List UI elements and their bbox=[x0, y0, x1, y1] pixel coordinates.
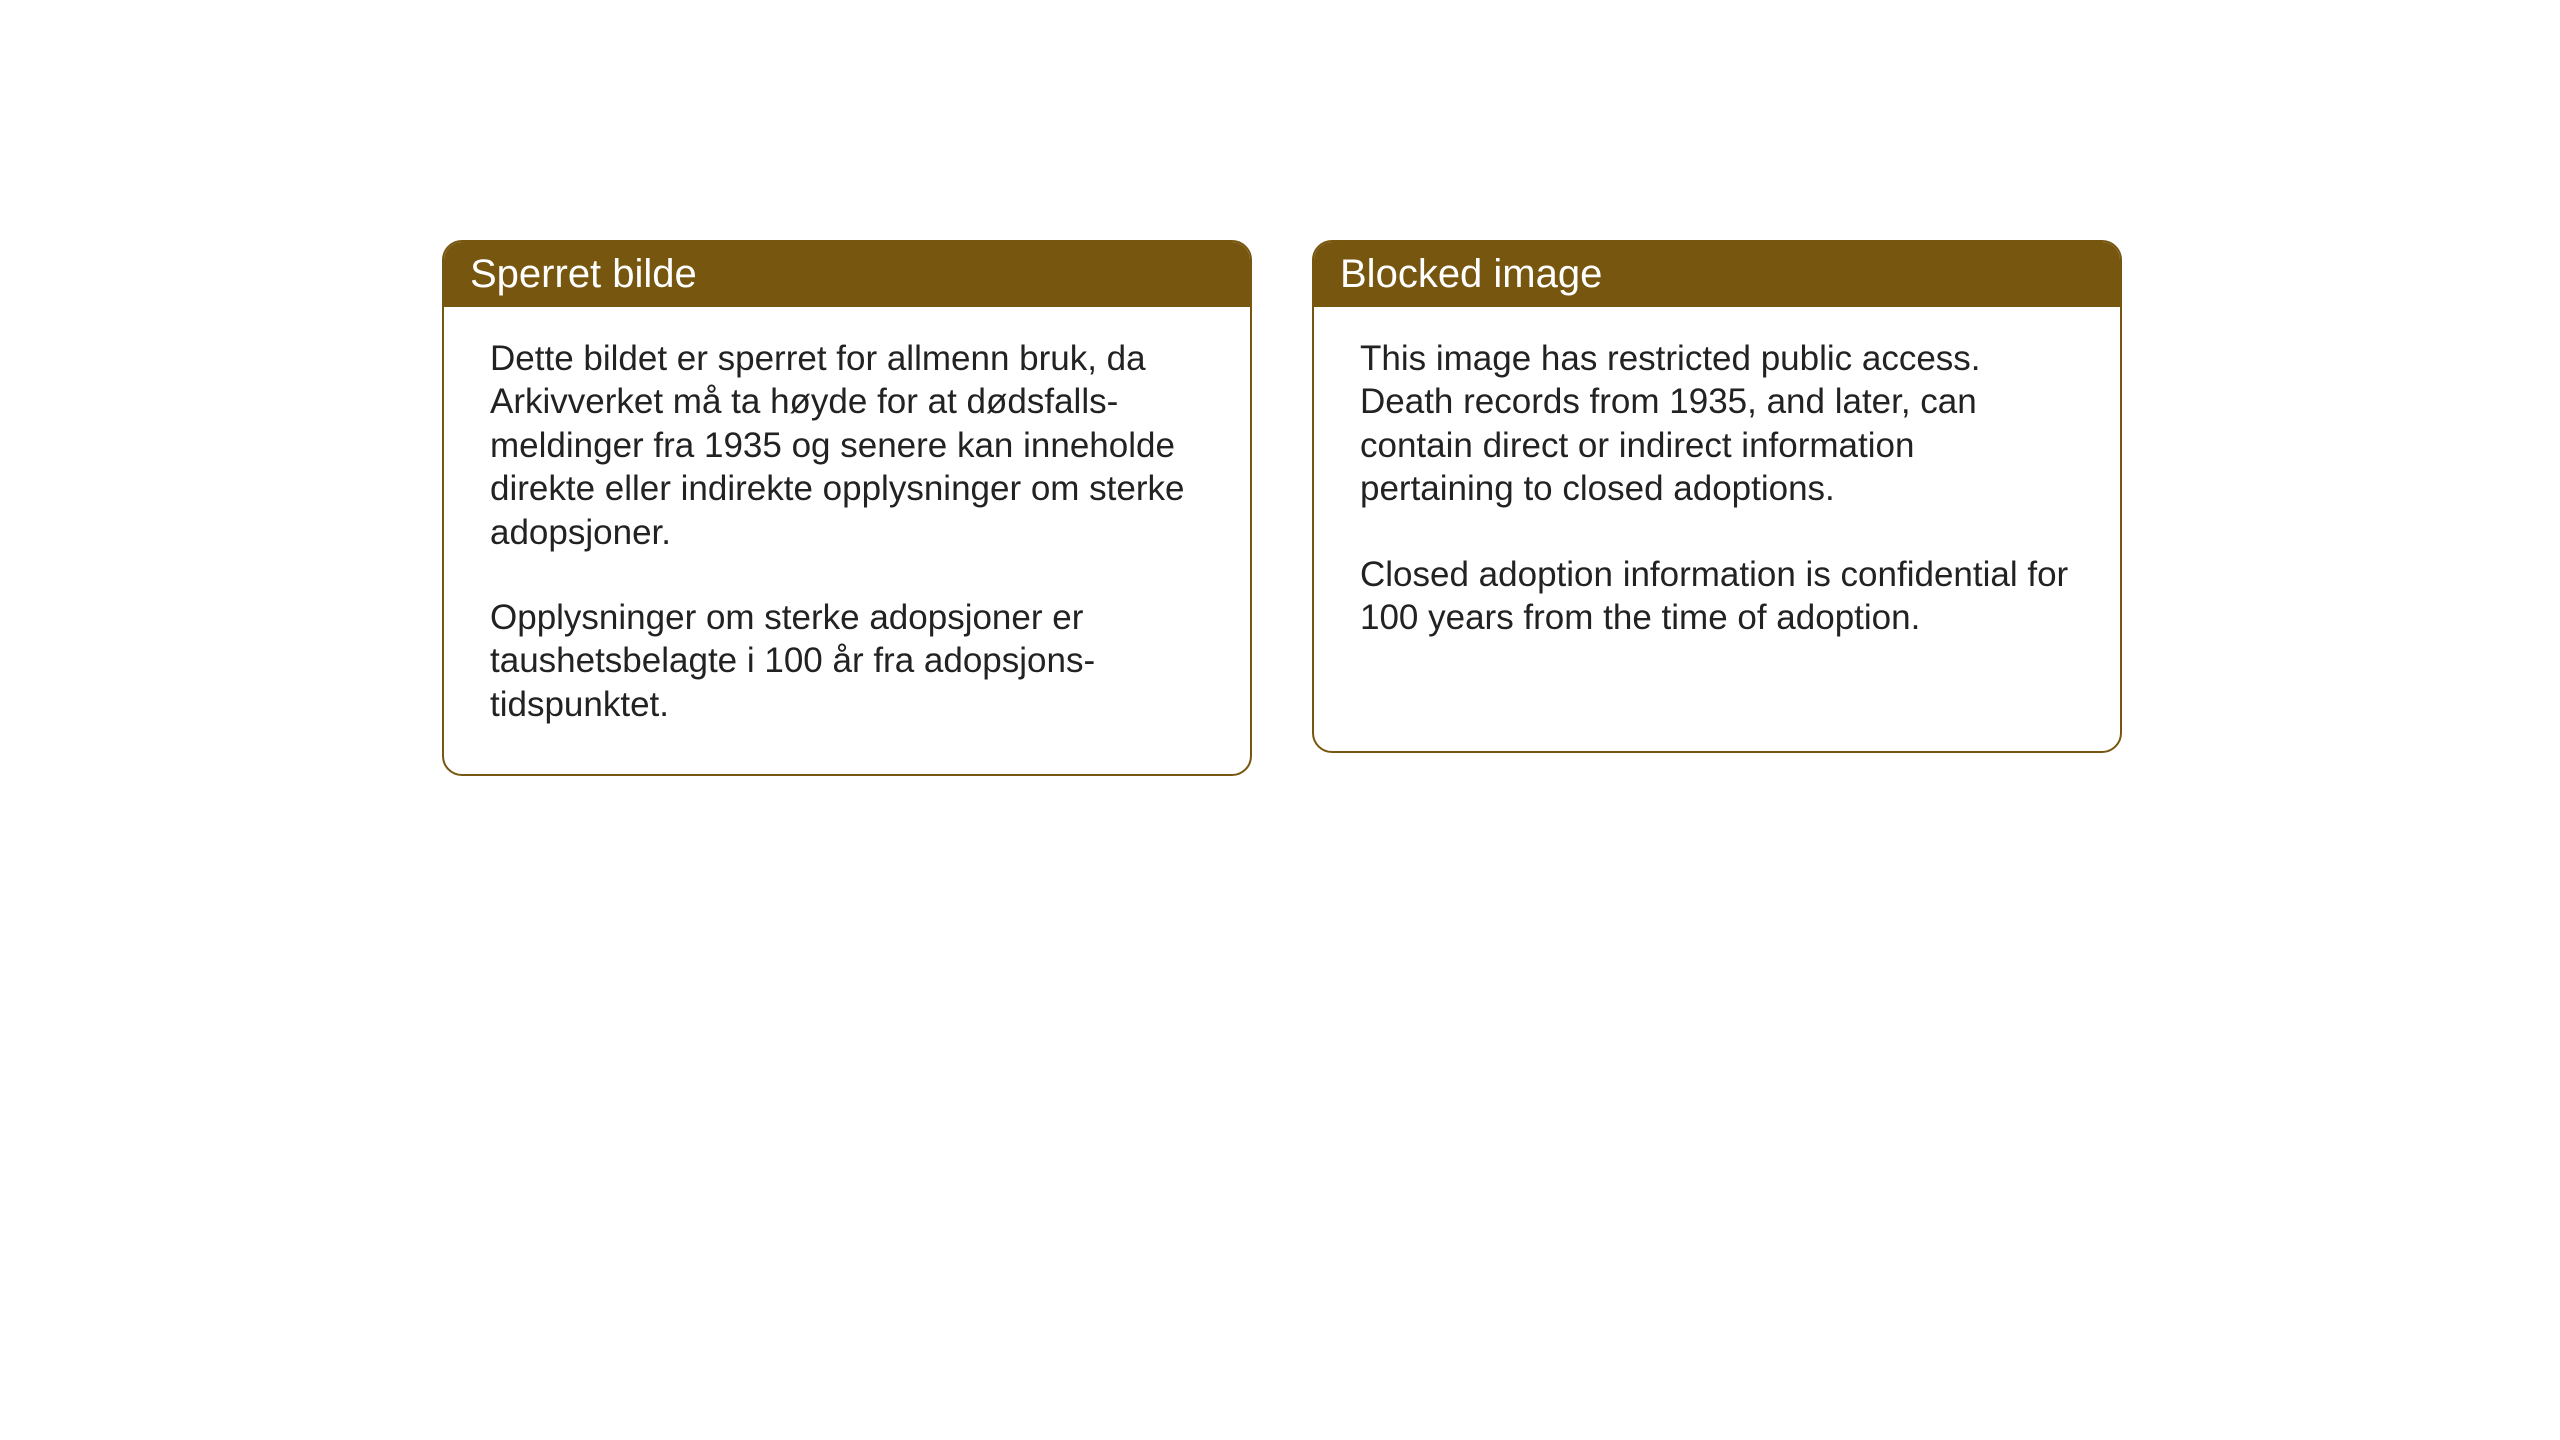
english-card-title: Blocked image bbox=[1314, 242, 2120, 307]
norwegian-notice-card: Sperret bilde Dette bildet er sperret fo… bbox=[442, 240, 1252, 776]
notice-container: Sperret bilde Dette bildet er sperret fo… bbox=[442, 240, 2560, 776]
norwegian-card-title: Sperret bilde bbox=[444, 242, 1250, 307]
english-paragraph-2: Closed adoption information is confident… bbox=[1360, 553, 2074, 640]
norwegian-card-body: Dette bildet er sperret for allmenn bruk… bbox=[444, 307, 1250, 774]
english-card-body: This image has restricted public access.… bbox=[1314, 307, 2120, 687]
english-paragraph-1: This image has restricted public access.… bbox=[1360, 337, 2074, 511]
english-notice-card: Blocked image This image has restricted … bbox=[1312, 240, 2122, 753]
norwegian-paragraph-2: Opplysninger om sterke adopsjoner er tau… bbox=[490, 596, 1204, 726]
norwegian-paragraph-1: Dette bildet er sperret for allmenn bruk… bbox=[490, 337, 1204, 554]
